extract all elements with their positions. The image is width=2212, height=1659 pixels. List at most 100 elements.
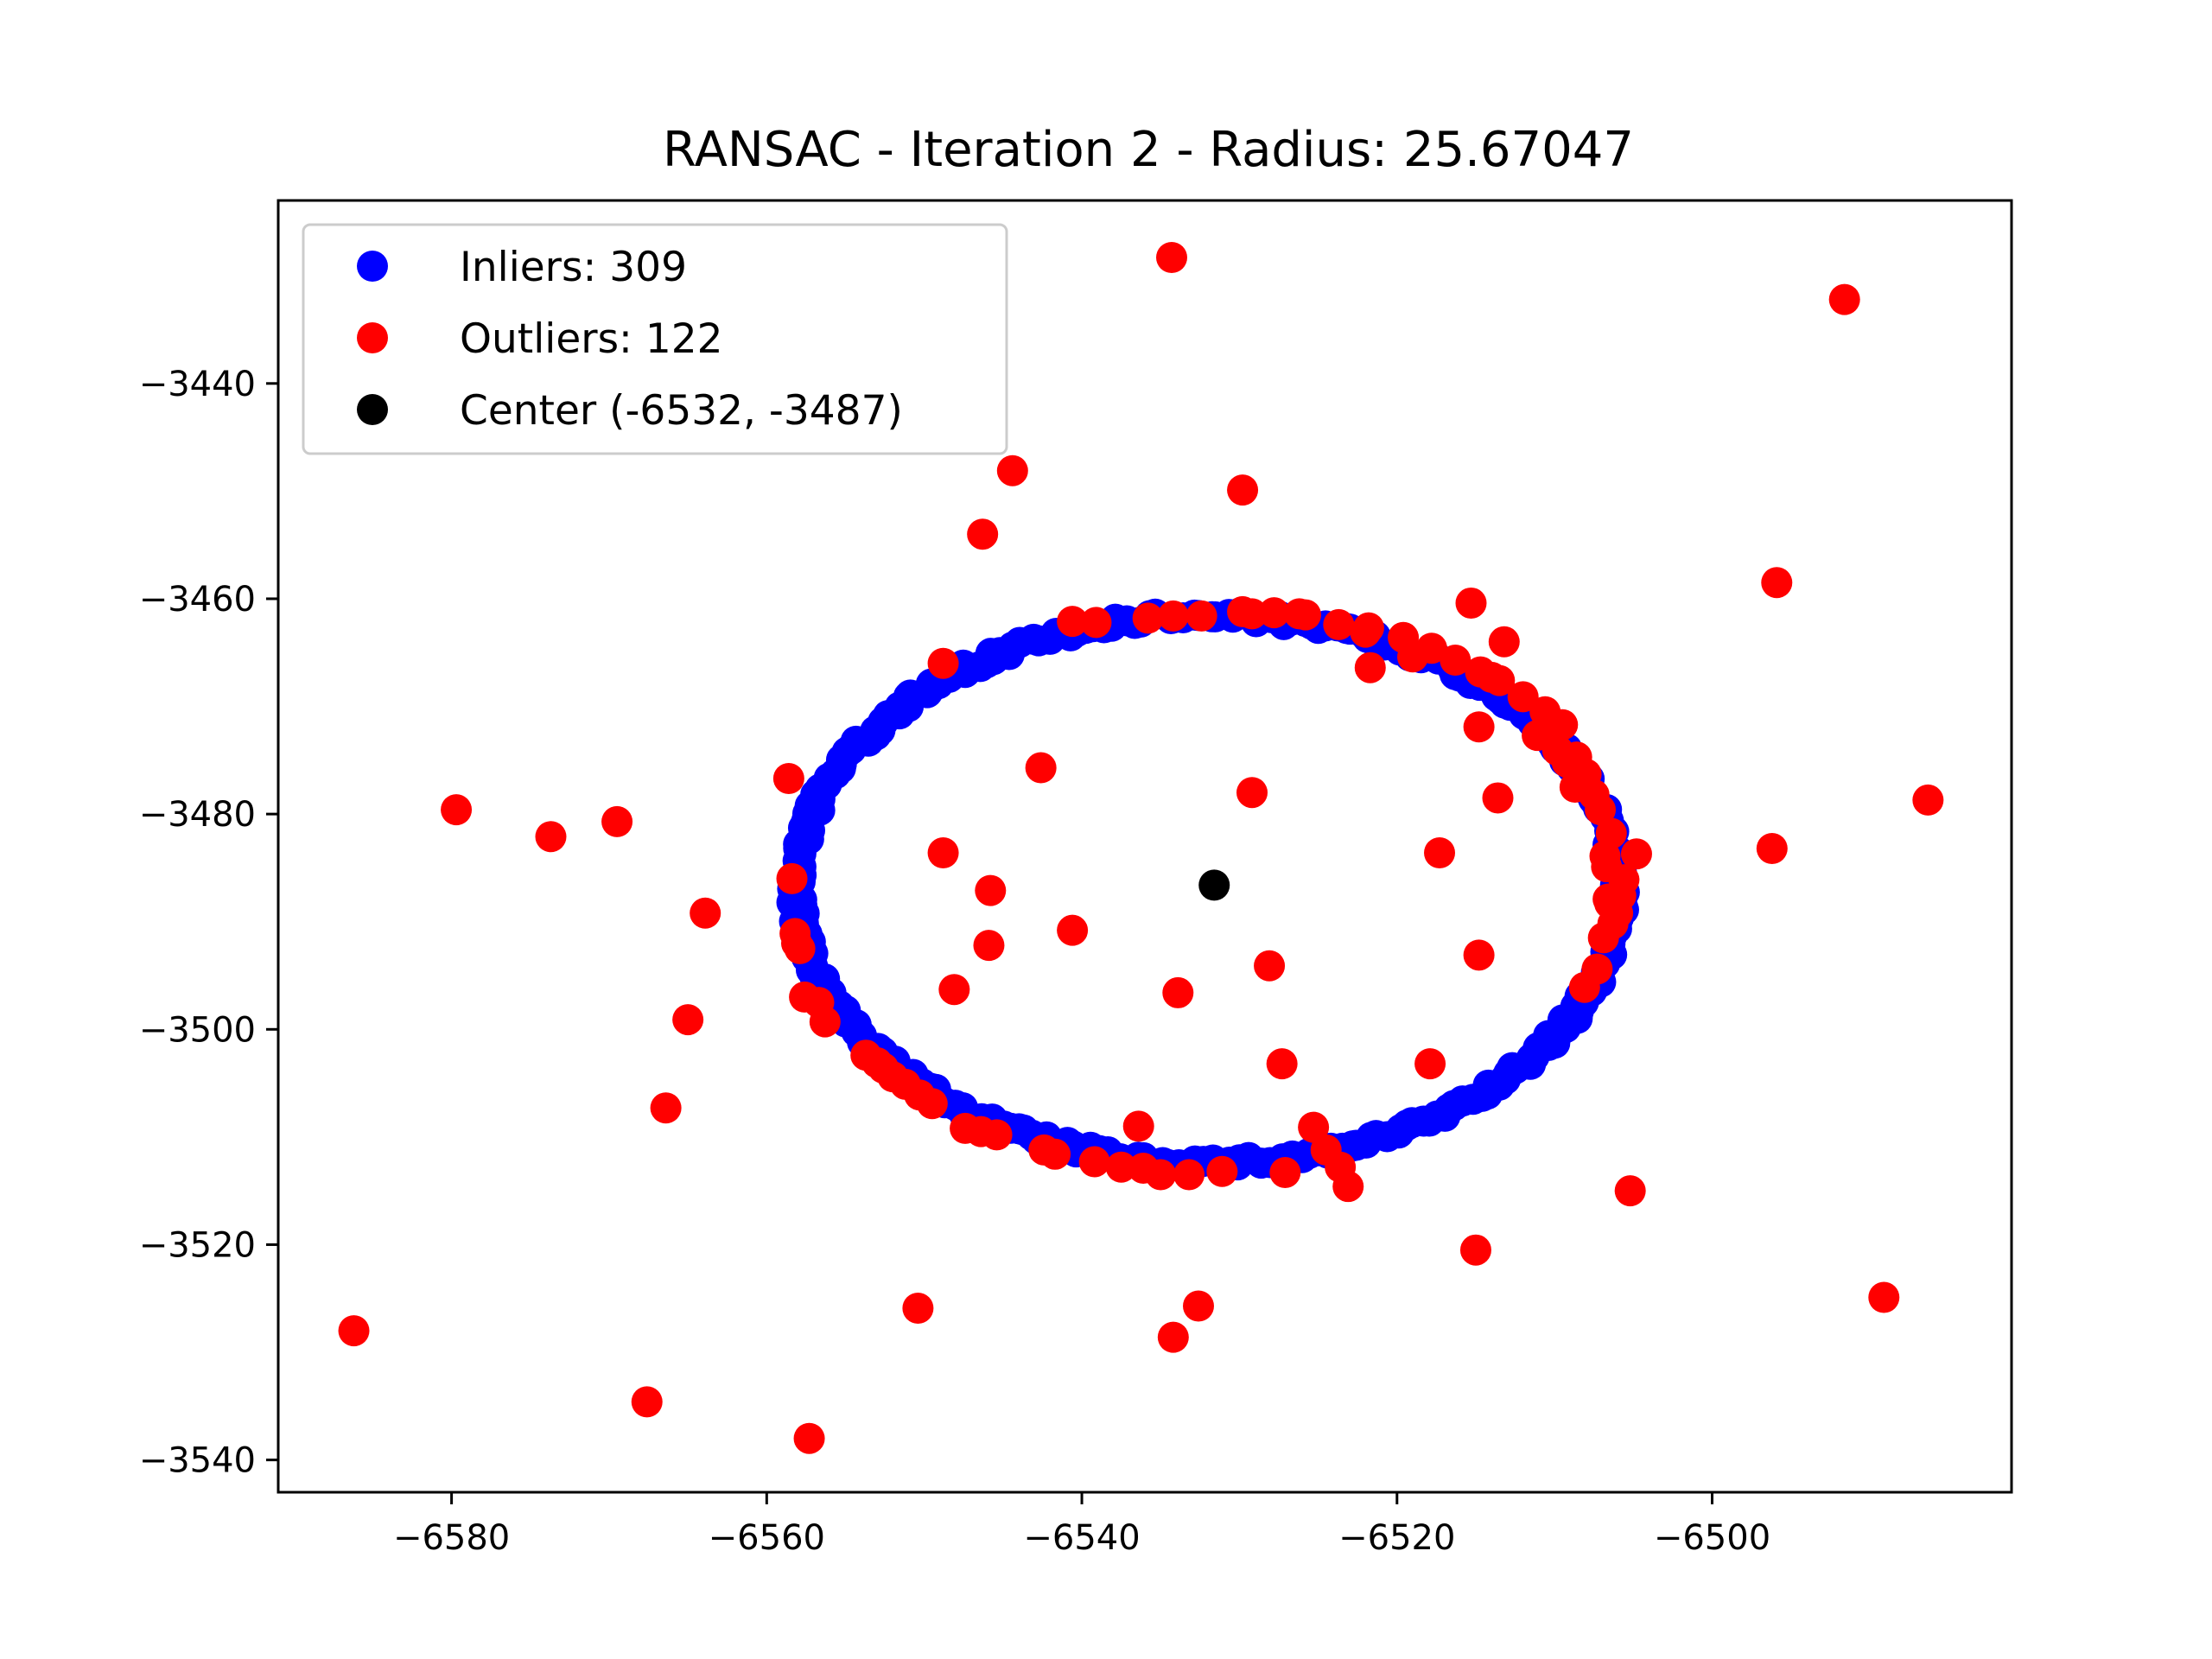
outlier-point bbox=[1559, 771, 1591, 803]
outlier-point bbox=[1424, 836, 1456, 868]
outlier-point bbox=[1868, 1281, 1900, 1313]
outlier-point bbox=[1463, 711, 1495, 743]
outlier-point bbox=[1547, 709, 1579, 741]
outlier-point bbox=[927, 836, 959, 868]
outlier-point bbox=[690, 897, 721, 929]
outlier-point bbox=[672, 1004, 704, 1036]
outlier-point bbox=[1761, 567, 1793, 599]
outlier-point bbox=[916, 1088, 948, 1120]
y-tick-label: −3440 bbox=[139, 365, 256, 404]
outlier-point bbox=[975, 874, 1007, 906]
outlier-point bbox=[1132, 602, 1164, 634]
outlier-point bbox=[1756, 832, 1788, 864]
outlier-point bbox=[1057, 606, 1089, 638]
legend-box bbox=[302, 223, 1008, 455]
outlier-point bbox=[1463, 939, 1495, 971]
outlier-point bbox=[441, 794, 473, 826]
outlier-point bbox=[938, 974, 970, 1006]
outlier-point bbox=[650, 1092, 682, 1124]
outlier-point bbox=[981, 1119, 1013, 1151]
outlier-point bbox=[1156, 242, 1188, 274]
outlier-point bbox=[973, 930, 1005, 962]
y-tick-label: −3460 bbox=[139, 580, 256, 620]
legend-label: Outliers: 122 bbox=[460, 315, 723, 363]
outlier-point bbox=[1057, 914, 1089, 946]
x-tick-label: −6540 bbox=[1023, 1518, 1140, 1558]
x-tick-label: −6520 bbox=[1338, 1518, 1455, 1558]
outlier-point bbox=[1414, 1048, 1446, 1080]
outlier-point bbox=[1568, 971, 1600, 1003]
outlier-point bbox=[809, 1006, 841, 1038]
outlier-point bbox=[1592, 883, 1624, 915]
chart-title: RANSAC - Iteration 2 - Radius: 25.67047 bbox=[663, 122, 1634, 178]
outlier-point bbox=[996, 454, 1028, 486]
outlier-point bbox=[1589, 840, 1621, 872]
outlier-point bbox=[1122, 1110, 1154, 1142]
outlier-point bbox=[338, 1315, 370, 1347]
outlier-point bbox=[535, 821, 567, 853]
x-tick-label: −6580 bbox=[393, 1518, 510, 1558]
outlier-point bbox=[1620, 838, 1652, 870]
outlier-point bbox=[1298, 1111, 1330, 1143]
outlier-point bbox=[776, 862, 808, 894]
legend-marker bbox=[357, 394, 388, 425]
outlier-point bbox=[772, 763, 804, 795]
outlier-point bbox=[1507, 681, 1539, 713]
outlier-point bbox=[1039, 1138, 1071, 1170]
outlier-point bbox=[1266, 1048, 1298, 1080]
outlier-point bbox=[950, 1112, 982, 1144]
outlier-point bbox=[927, 647, 959, 679]
outlier-point bbox=[1227, 474, 1259, 506]
outlier-point bbox=[967, 518, 999, 550]
outlier-point bbox=[1551, 747, 1583, 779]
outlier-point bbox=[1476, 661, 1508, 693]
outlier-point bbox=[877, 1061, 909, 1093]
outlier-point bbox=[1455, 587, 1487, 619]
outlier-point bbox=[1440, 644, 1471, 676]
plot-area bbox=[338, 242, 1944, 1454]
outlier-point bbox=[1350, 616, 1382, 648]
y-tick-label: −3520 bbox=[139, 1225, 256, 1265]
y-tick-label: −3540 bbox=[139, 1441, 256, 1481]
axes: −6580 −6560 −6540 −6520 −6500 −3440 −3460 −3480… bbox=[139, 199, 2013, 1558]
outlier-point bbox=[1585, 794, 1617, 826]
center-point bbox=[1198, 869, 1230, 901]
outlier-point bbox=[1236, 777, 1268, 809]
legend-marker bbox=[357, 322, 388, 353]
legend-label: Inliers: 309 bbox=[460, 244, 687, 291]
outlier-point bbox=[1128, 1153, 1160, 1185]
outlier-point bbox=[1078, 1146, 1110, 1178]
y-tick-label: −3480 bbox=[139, 795, 256, 835]
outlier-point bbox=[1185, 600, 1217, 632]
outlier-point bbox=[1227, 595, 1259, 627]
outlier-point bbox=[902, 1292, 934, 1324]
outlier-point bbox=[1183, 1290, 1215, 1322]
outlier-point bbox=[1828, 283, 1860, 315]
outlier-point bbox=[1157, 1321, 1189, 1353]
outlier-point bbox=[1354, 652, 1386, 683]
outlier-point bbox=[1173, 1159, 1205, 1191]
outlier-point bbox=[780, 927, 812, 959]
x-tick-label: −6500 bbox=[1654, 1518, 1770, 1558]
legend: Inliers: 309 Outliers: 122 Center (-6532, … bbox=[302, 223, 1008, 455]
outlier-point bbox=[1332, 1171, 1364, 1203]
outlier-point bbox=[1482, 782, 1514, 814]
x-tick-label: −6560 bbox=[709, 1518, 825, 1558]
outlier-point bbox=[1587, 922, 1619, 954]
outlier-point bbox=[1025, 752, 1057, 784]
outlier-point bbox=[1254, 950, 1286, 982]
outlier-point bbox=[1105, 1151, 1137, 1183]
outlier-point bbox=[1080, 607, 1112, 639]
axes-frame bbox=[276, 199, 2013, 1494]
outlier-point bbox=[1258, 597, 1290, 629]
legend-marker bbox=[357, 251, 388, 282]
outlier-point bbox=[1912, 784, 1944, 816]
legend-label: Center (-6532, -3487) bbox=[460, 387, 903, 435]
y-tick-label: −3500 bbox=[139, 1010, 256, 1050]
outlier-point bbox=[1323, 608, 1355, 640]
outlier-point bbox=[631, 1386, 663, 1418]
outlier-point bbox=[789, 981, 821, 1013]
outlier-point bbox=[1614, 1175, 1646, 1207]
outlier-point bbox=[1157, 600, 1189, 632]
